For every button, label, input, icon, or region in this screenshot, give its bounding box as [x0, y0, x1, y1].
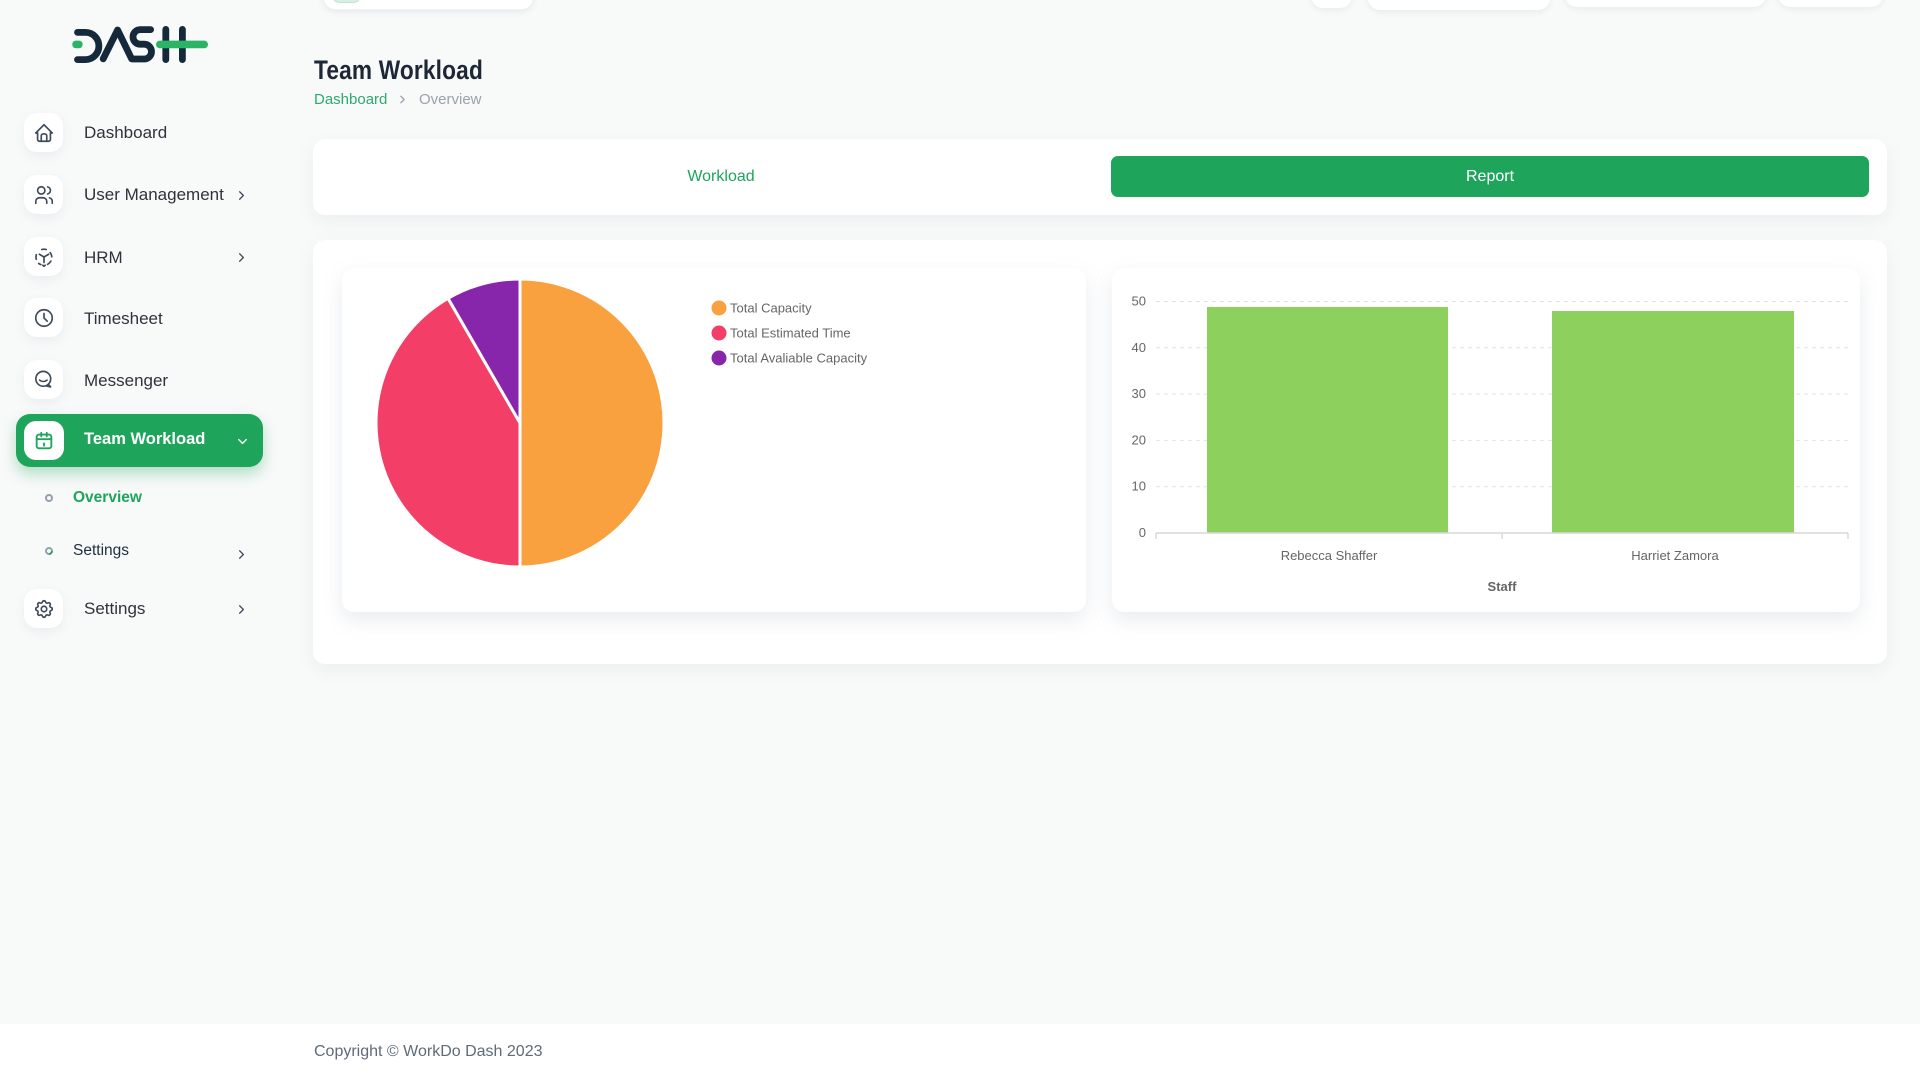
svg-text:Total Capacity: Total Capacity: [730, 301, 812, 316]
svg-text:Staff: Staff: [1488, 579, 1518, 594]
svg-text:20: 20: [1132, 432, 1146, 447]
svg-text:Total Estimated Time: Total Estimated Time: [730, 326, 851, 341]
svg-text:Rebecca Shaffer: Rebecca Shaffer: [1281, 548, 1378, 563]
svg-text:Total Avaliable Capacity: Total Avaliable Capacity: [730, 351, 868, 366]
svg-text:30: 30: [1132, 386, 1146, 401]
svg-text:40: 40: [1132, 340, 1146, 355]
svg-text:Harriet Zamora: Harriet Zamora: [1631, 548, 1719, 563]
svg-text:10: 10: [1132, 479, 1146, 494]
svg-text:0: 0: [1139, 525, 1146, 540]
svg-text:50: 50: [1132, 294, 1146, 309]
